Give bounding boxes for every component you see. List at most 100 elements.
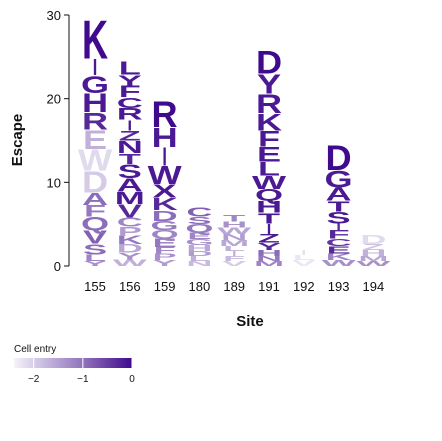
logo-letter: D — [360, 232, 386, 247]
logo-letter: L — [188, 255, 210, 263]
cell-entry-legend: Cell entry −2 −1 0 — [14, 344, 135, 385]
logo-letter: F — [328, 228, 350, 241]
x-tick-label: 194 — [363, 279, 385, 294]
logo-letter: G — [151, 218, 179, 233]
logo-letter: C — [326, 236, 352, 248]
logo-letter: C — [186, 205, 212, 220]
logo-letter: N — [221, 233, 247, 242]
logo-letter: S — [187, 215, 211, 227]
x-tick-label: 156 — [119, 279, 141, 294]
logo-letter: K — [326, 252, 352, 263]
logo-letter: H — [82, 88, 108, 118]
logo-letter: I — [302, 249, 307, 257]
logo-letter: Y — [118, 251, 143, 262]
x-tick-label: 191 — [258, 279, 280, 294]
logo-letter: D — [186, 250, 212, 258]
logo-letter: D — [117, 242, 143, 255]
logo-letter: L — [84, 253, 106, 264]
logo-letter: F — [258, 127, 280, 151]
logo-letter: T — [328, 198, 350, 215]
logo-letter: Z — [119, 128, 141, 144]
logo-letter: V — [83, 227, 107, 248]
logo-letter: W — [322, 259, 356, 268]
logo-letter: Q — [255, 186, 283, 204]
logo-letter: W — [78, 144, 113, 178]
x-tick-label: 180 — [189, 279, 211, 294]
logo-letter: E — [187, 231, 211, 242]
logo-letter: I — [93, 56, 98, 81]
logo-letter: W — [113, 258, 147, 269]
logo-letter: R — [82, 107, 108, 135]
logo-letter: D — [152, 207, 178, 224]
logo-letter: R — [117, 105, 143, 123]
logo-letter: N — [117, 138, 143, 158]
x-axis: 155 156 159 180 189 191 192 193 194 — [84, 279, 384, 294]
legend-tick-label: 0 — [129, 374, 135, 385]
logo-letter: L — [119, 58, 141, 79]
logo-letter: K — [117, 234, 144, 247]
logo-letter: P — [153, 252, 177, 263]
logo-letter: W — [356, 260, 391, 268]
logo-letter: L — [293, 254, 315, 262]
logo-letter: Y — [257, 69, 281, 100]
logo-letter: W — [148, 161, 183, 190]
logo-letter: H — [221, 220, 247, 229]
logo-letter: N — [186, 260, 212, 268]
logo-letter: I — [128, 118, 133, 134]
logo-letter: D — [256, 45, 282, 81]
logo-letter: S — [118, 161, 142, 183]
logo-letter: F — [119, 82, 141, 100]
logo-letter: Q — [81, 214, 109, 235]
logo-letter: I — [336, 222, 341, 233]
logo-letter: C — [117, 94, 143, 111]
logo-letter: N — [256, 255, 282, 263]
logo-letter: Y — [118, 72, 143, 89]
x-axis-title: Site — [236, 313, 264, 330]
logo-letter: E — [327, 244, 351, 256]
y-tick-label: 0 — [54, 259, 61, 274]
logo-letter: G — [81, 71, 109, 99]
logo-letter: K — [152, 195, 179, 215]
logo-letter: T — [119, 150, 141, 167]
logo-letter: H — [186, 243, 212, 252]
x-tick-label: 189 — [223, 279, 245, 294]
logo-letter: M — [115, 189, 145, 209]
logo-letter: P — [118, 224, 142, 239]
logo-letter: Q — [151, 228, 179, 241]
logo-letter: A — [82, 190, 108, 210]
y-tick-label: 10 — [47, 175, 61, 190]
y-axis: 0 10 20 30 — [47, 8, 70, 274]
logo-letter: E — [83, 124, 107, 154]
logo-letter: V — [222, 260, 247, 268]
x-tick-label: 159 — [154, 279, 176, 294]
logo-letter: E — [153, 236, 177, 249]
logo-letter: G — [325, 165, 353, 193]
logo-letter: Y — [153, 259, 178, 268]
logo-letter: L — [258, 159, 280, 181]
y-tick-label: 20 — [47, 92, 61, 107]
legend-tick-label: −2 — [28, 374, 40, 385]
logo-letter: V — [292, 259, 317, 268]
legend-tick-label: −1 — [77, 374, 89, 385]
logo-letter: K — [256, 108, 282, 136]
logo-letter: T — [223, 213, 245, 224]
logo-letter: F — [84, 202, 106, 220]
legend-colorbar — [14, 358, 132, 368]
logo-letter: M — [219, 238, 249, 247]
logo-letter: Y — [257, 241, 281, 253]
logo-letter: D — [82, 166, 108, 200]
logo-letter: Q — [185, 222, 213, 235]
logo-letter: A — [117, 175, 143, 196]
logo-letter: E — [257, 143, 281, 166]
y-axis-title: Escape — [9, 114, 26, 167]
logo-letter: H — [256, 198, 282, 216]
logo-letter: L — [223, 245, 245, 253]
logo-letter: T — [258, 210, 280, 227]
logo-letter: Z — [258, 232, 280, 245]
logo-letter: H — [256, 248, 282, 257]
y-tick-label: 30 — [47, 8, 61, 23]
logo-letter: I — [232, 250, 237, 258]
logo-letter: C — [117, 215, 143, 230]
logo-letter: M — [358, 255, 388, 263]
